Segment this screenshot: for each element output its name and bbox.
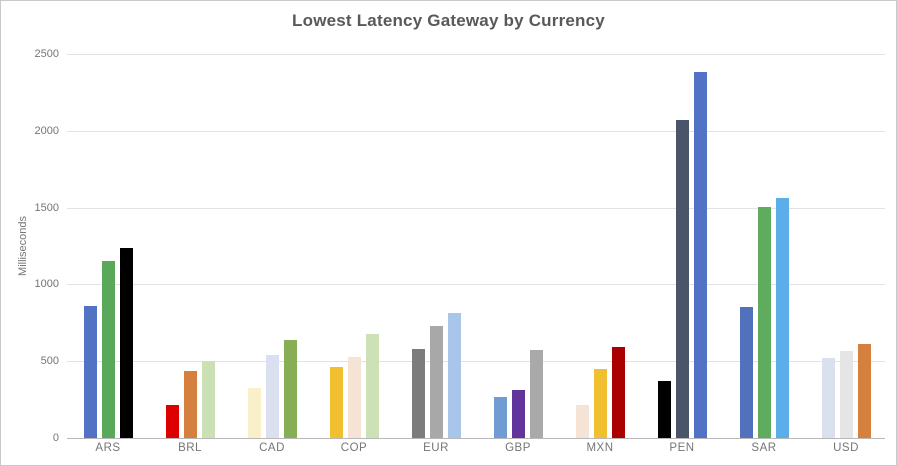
bar: [283, 340, 297, 438]
gridline: [67, 284, 885, 286]
bar-group-sar: [723, 54, 805, 438]
bar: [329, 367, 343, 438]
bar: [247, 388, 261, 438]
gridline: [67, 207, 885, 209]
bar: [493, 397, 507, 438]
bar: [265, 355, 279, 438]
bar-group-ars: [67, 54, 149, 438]
bar-group-brl: [149, 54, 231, 438]
bar-group-gbp: [477, 54, 559, 438]
bar: [83, 306, 97, 438]
bar: [365, 334, 379, 438]
bar: [757, 207, 771, 438]
x-category-label: COP: [340, 442, 368, 454]
bar-group-eur: [395, 54, 477, 438]
y-tick-label: 500: [40, 355, 59, 368]
bar-group-cad: [231, 54, 313, 438]
bar: [165, 405, 179, 438]
bar: [739, 307, 753, 438]
chart-title: Lowest Latency Gateway by Currency: [292, 11, 605, 30]
x-category-label: EUR: [423, 442, 449, 454]
x-category-label: USD: [833, 442, 859, 454]
bar: [119, 248, 133, 438]
x-category-label: SAR: [751, 442, 777, 454]
bar: [693, 72, 707, 438]
bar: [201, 361, 215, 438]
bar: [821, 358, 835, 438]
x-axis-line: [67, 438, 885, 439]
bar-group-mxn: [559, 54, 641, 438]
gridline: [67, 361, 885, 363]
bar-group-usd: [805, 54, 887, 438]
bar: [447, 313, 461, 438]
y-tick-label: 1000: [34, 278, 59, 291]
bar: [511, 390, 525, 438]
y-tick-label: 1500: [34, 201, 59, 214]
bar: [575, 405, 589, 438]
x-category-label: CAD: [259, 442, 285, 454]
x-category-label: MXN: [586, 442, 614, 454]
bar: [593, 369, 607, 438]
bar: [101, 261, 115, 438]
y-tick-label: 2500: [34, 48, 59, 60]
x-category-label: BRL: [178, 442, 202, 454]
bar: [183, 371, 197, 438]
bar: [657, 381, 671, 438]
bar: [839, 351, 853, 438]
bar: [611, 347, 625, 438]
x-category-label: GBP: [505, 442, 531, 454]
x-category-label: PEN: [669, 442, 695, 454]
bar: [347, 357, 361, 438]
bar: [529, 350, 543, 438]
bar-group-pen: [641, 54, 723, 438]
gridline: [67, 130, 885, 132]
y-tick-label: 0: [52, 432, 59, 444]
bar-group-cop: [313, 54, 395, 438]
bar: [675, 120, 689, 438]
bar: [411, 349, 425, 438]
bar: [429, 326, 443, 438]
x-category-label: ARS: [95, 442, 121, 454]
gridline: [67, 54, 885, 55]
y-tick-label: 2000: [34, 124, 59, 137]
bar: [775, 198, 789, 438]
bar: [857, 344, 871, 438]
